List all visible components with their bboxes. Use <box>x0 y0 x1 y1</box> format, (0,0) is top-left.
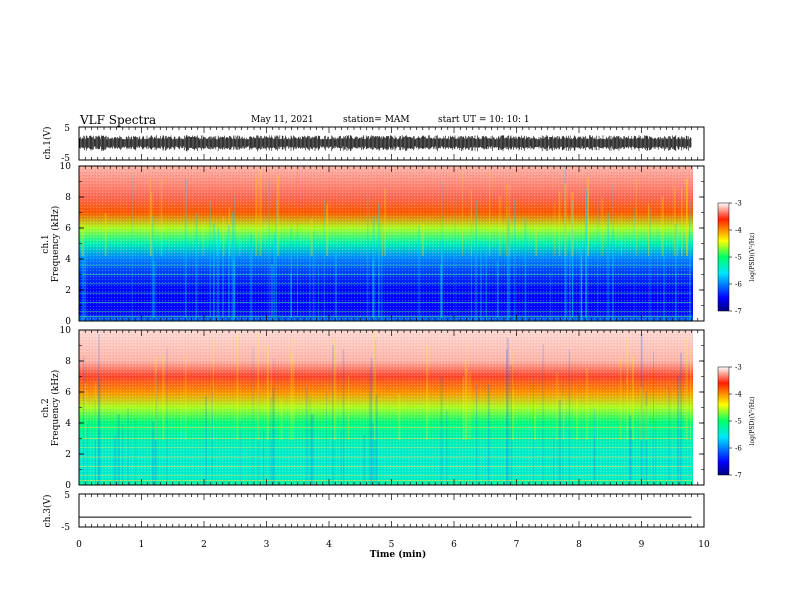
x-tick-label: 2 <box>201 540 207 550</box>
ch2-colorbar-tick-label: -5 <box>735 418 742 426</box>
ch2-colorbar-label: log(PSD)(V²/Hz) <box>749 397 756 446</box>
x-axis-label: Time (min) <box>370 549 427 560</box>
ch3-ytick-top: 5 <box>64 491 70 501</box>
ch1-ytick-label: 10 <box>60 162 72 172</box>
ch1-ytick-bottom: -5 <box>61 154 70 164</box>
date-label: May 11, 2021 <box>251 115 314 125</box>
ch1-ytick-label: 0 <box>65 317 71 327</box>
ch1-colorbar-ticks: -3 -4 -5 -6 -7 <box>729 200 742 316</box>
ch1-ytick-label: 8 <box>65 193 71 203</box>
x-tick-label: 4 <box>326 540 332 550</box>
x-tick-label: 6 <box>451 540 457 550</box>
ch1-colorbar: -3 -4 -5 -6 -7 log(PSD)(V²/Hz) <box>717 200 756 316</box>
ch2-ytick-label: 2 <box>65 450 71 460</box>
ch2-colorbar-tick-label: -3 <box>735 364 742 372</box>
ch1-colorbar-tick-label: -7 <box>735 308 742 316</box>
x-tick-label: 5 <box>389 540 395 550</box>
x-tick-label: 3 <box>264 540 270 550</box>
ch1-yaxis: 0 2 4 6 8 10 <box>60 162 704 327</box>
ch2-channel-label: ch.2 <box>41 398 51 417</box>
ch1-colorbar-tick-label: -6 <box>735 281 742 289</box>
ch1-waveform-ylabel: ch.1(V) <box>42 127 53 160</box>
x-tick-label: 7 <box>514 540 520 550</box>
x-tick-label: 0 <box>76 540 82 550</box>
ch1-colorbar-tick-label: -4 <box>735 227 742 235</box>
ch2-ytick-label: 4 <box>65 419 71 429</box>
ch1-colorbar-label: log(PSD)(V²/Hz) <box>749 233 756 282</box>
x-tick-label: 9 <box>639 540 645 550</box>
ch1-harmonic-lines <box>79 264 692 317</box>
ch2-colorbar: -3 -4 -5 -6 -7 log(PSD)(V²/Hz) <box>717 364 756 480</box>
start-time-label: start UT = 10: 10: 1 <box>438 115 530 125</box>
ch2-colorbar-ticks: -3 -4 -5 -6 -7 <box>729 364 742 480</box>
ch2-ytick-label: 10 <box>60 326 72 336</box>
ch1-ytick-top: 5 <box>64 124 70 134</box>
ch2-streaks <box>83 330 692 485</box>
ch1-colorbar-tick-label: -3 <box>735 200 742 208</box>
ch3-ytick-bottom: -5 <box>61 523 70 533</box>
ch2-ytick-label: 8 <box>65 357 71 367</box>
ch1-freq-label: Frequency (kHz) <box>50 206 61 283</box>
ch2-harmonic-lines <box>79 427 692 481</box>
ch2-colorbar-tick-label: -4 <box>735 391 742 399</box>
x-tick-label: 1 <box>139 540 145 550</box>
ch2-colorbar-tick-label: -7 <box>735 472 742 480</box>
ch1-channel-label: ch.1 <box>41 234 51 253</box>
ch2-yaxis: 0 2 4 6 8 10 <box>60 326 704 491</box>
x-tick-label: 8 <box>576 540 582 550</box>
ch1-ytick-label: 2 <box>65 286 71 296</box>
station-label: station= MAM <box>343 115 410 125</box>
ch1-streaks <box>81 166 691 321</box>
chart-title: VLF Spectra <box>80 113 157 127</box>
ch1-spectrogram-panel: 0 2 4 6 8 10 ch.1 Frequency (kHz) <box>41 162 705 327</box>
x-axis-ticks: 0 1 2 3 4 5 6 7 8 9 10 <box>76 127 710 550</box>
ch2-freq-label: Frequency (kHz) <box>50 370 61 447</box>
ch1-ytick-label: 4 <box>65 255 71 265</box>
ch2-spectrogram-panel: 0 2 4 6 8 10 ch.2 Frequency (kHz) <box>41 326 705 491</box>
ch2-ytick-label: 0 <box>65 481 71 491</box>
ch3-waveform-ylabel: ch.3(V) <box>42 495 53 528</box>
ch2-colorbar-tick-label: -6 <box>735 445 742 453</box>
ch1-colorbar-tick-label: -5 <box>735 254 742 262</box>
ch2-ytick-label: 6 <box>65 388 71 398</box>
x-tick-label: 10 <box>698 540 710 550</box>
ch1-ytick-label: 6 <box>65 224 71 234</box>
